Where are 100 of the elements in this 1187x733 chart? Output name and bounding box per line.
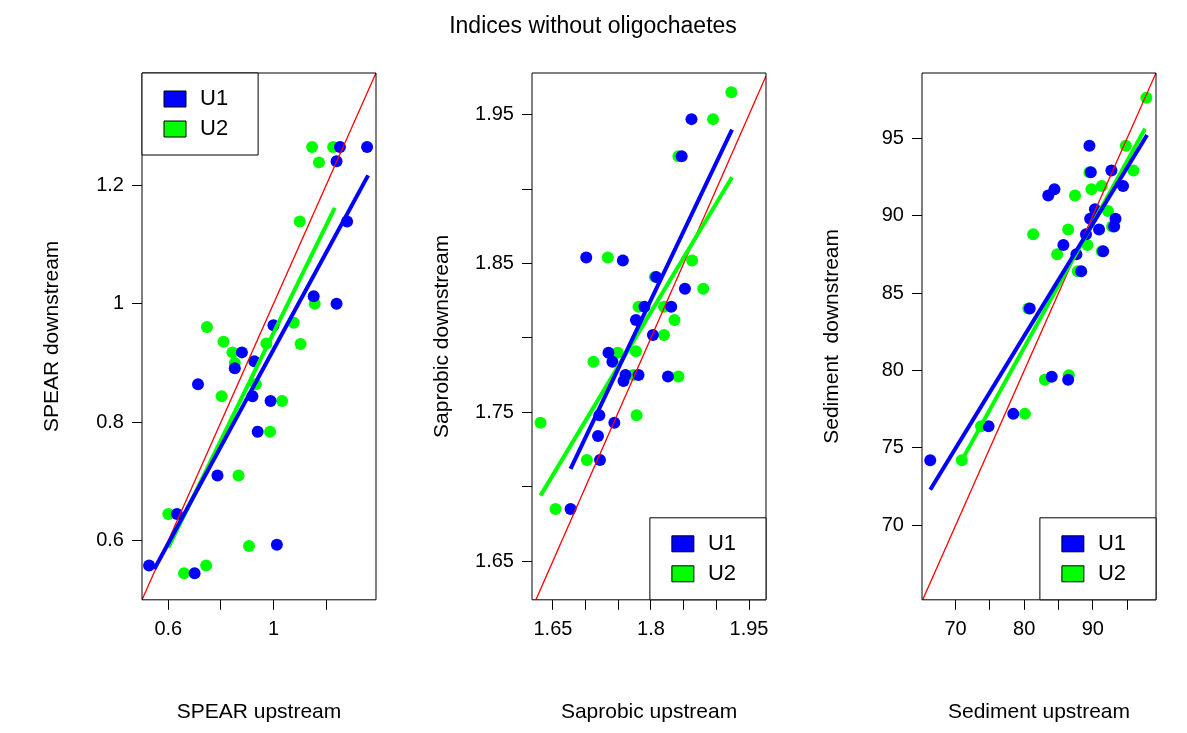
chart-title: Indices without oligochaetes <box>448 11 738 40</box>
x-tick-label: 1 <box>267 617 280 640</box>
point <box>1051 248 1064 261</box>
point <box>658 328 671 341</box>
point <box>361 140 374 153</box>
x-tick-label: 1.65 <box>533 617 573 640</box>
point <box>665 300 678 313</box>
legend-label: U2 <box>1097 559 1126 585</box>
y-tick-label: 70 <box>881 512 904 535</box>
point <box>697 282 710 295</box>
y-tick-label: 1.95 <box>475 102 514 125</box>
y-tick-label: 1.75 <box>475 399 514 422</box>
point <box>1007 407 1020 420</box>
legend-label: U1 <box>1097 529 1126 555</box>
point <box>1045 370 1058 383</box>
point <box>725 86 738 99</box>
point <box>178 567 191 580</box>
legend-label: U2 <box>707 559 736 585</box>
point <box>312 156 325 169</box>
point <box>982 420 995 433</box>
y-tick-label: 80 <box>881 358 904 380</box>
point <box>293 215 306 228</box>
point <box>1117 180 1130 193</box>
point <box>243 539 256 552</box>
y-tick-label: 1 <box>112 291 124 314</box>
point <box>1075 265 1088 278</box>
point <box>630 409 643 422</box>
x-axis-title: Saprobic upstream <box>560 699 738 723</box>
point <box>235 346 248 359</box>
point <box>629 345 642 358</box>
point <box>200 559 213 572</box>
point <box>251 425 264 438</box>
point <box>215 390 228 403</box>
point <box>306 140 319 153</box>
point <box>1083 139 1096 152</box>
point <box>264 394 277 407</box>
y-tick-label: 75 <box>881 435 904 458</box>
point <box>580 453 593 466</box>
y-tick-label: 85 <box>881 280 904 303</box>
point <box>685 113 698 126</box>
point <box>661 370 674 383</box>
point <box>1069 189 1082 202</box>
point <box>264 425 277 438</box>
point <box>549 503 562 516</box>
y-axis-title: SPEAR downstream <box>39 240 63 433</box>
y-tick-label: 0.8 <box>96 409 124 432</box>
point <box>686 254 699 267</box>
point <box>232 469 245 482</box>
point <box>606 355 619 368</box>
x-tick-label: 70 <box>944 617 967 640</box>
point <box>592 430 605 443</box>
point <box>616 254 629 267</box>
point <box>707 113 720 126</box>
y-tick-label: 95 <box>881 125 904 148</box>
point <box>143 559 156 572</box>
point <box>1027 228 1040 241</box>
y-axis-title: Saprobic downstream <box>429 234 453 438</box>
legend-label: U1 <box>707 529 736 555</box>
point <box>580 251 593 264</box>
point <box>1057 238 1070 251</box>
point <box>217 335 230 348</box>
y-tick-label: 1.2 <box>96 172 124 195</box>
point <box>270 538 283 551</box>
x-tick-label: 0.6 <box>154 617 183 640</box>
legend-label: U1 <box>200 85 229 111</box>
x-tick-label: 1.8 <box>637 617 665 640</box>
point <box>601 251 614 264</box>
point <box>307 290 320 303</box>
point <box>924 454 937 467</box>
point <box>1018 407 1031 420</box>
y-tick-label: 1.85 <box>475 251 514 273</box>
point <box>1048 183 1061 196</box>
point <box>211 469 224 482</box>
point <box>1093 223 1106 236</box>
point <box>587 355 600 368</box>
point <box>188 567 201 580</box>
point <box>330 297 343 310</box>
point <box>1062 373 1075 386</box>
point <box>228 362 241 375</box>
point <box>192 378 204 391</box>
x-axis-title: SPEAR upstream <box>176 699 342 723</box>
point <box>668 314 681 327</box>
point <box>1062 223 1075 236</box>
point <box>672 370 685 383</box>
y-tick-label: 90 <box>881 203 904 226</box>
y-axis-title: Sediment downstream <box>819 229 843 444</box>
y-tick-label: 1.65 <box>475 548 514 571</box>
point <box>294 338 307 351</box>
x-tick-label: 90 <box>1081 617 1104 640</box>
point <box>1085 183 1098 196</box>
x-tick-label: 80 <box>1013 617 1036 640</box>
legend-label: U2 <box>200 115 229 141</box>
point <box>1127 164 1140 177</box>
x-tick-label: 1.95 <box>729 617 769 640</box>
y-tick-label: 0.6 <box>96 528 124 551</box>
point <box>678 282 691 295</box>
x-axis-title: Sediment upstream <box>947 699 1131 723</box>
point <box>534 416 547 429</box>
point <box>276 394 289 407</box>
point <box>200 320 213 333</box>
